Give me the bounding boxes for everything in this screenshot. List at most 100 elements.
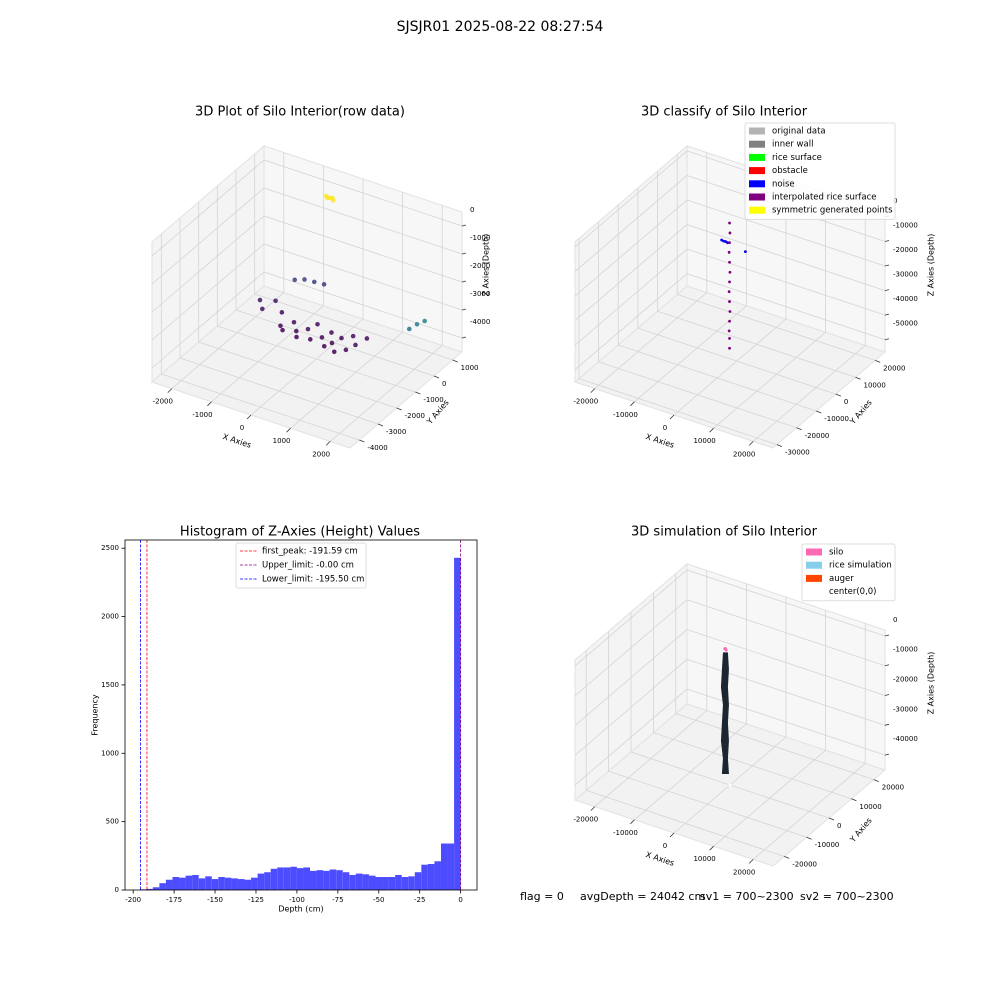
y-tick-label: -30000 bbox=[785, 449, 810, 457]
y-tick bbox=[784, 856, 790, 859]
grid-line bbox=[574, 688, 688, 786]
z-tick bbox=[884, 664, 890, 667]
grid-line bbox=[618, 344, 817, 412]
grid-line bbox=[673, 318, 787, 416]
x-tick-label: 10000 bbox=[693, 855, 715, 863]
x-tick-label: 20000 bbox=[733, 868, 755, 876]
y-tick-label: 1000 bbox=[461, 364, 479, 372]
point bbox=[291, 319, 297, 325]
x-tick-label: -50 bbox=[373, 896, 384, 904]
x-tick bbox=[630, 401, 635, 407]
grid-line bbox=[657, 310, 856, 378]
y-axis-label: Y Axies bbox=[848, 398, 874, 427]
y-tick-label: 2500 bbox=[101, 544, 119, 552]
bar bbox=[388, 877, 396, 890]
grid-line bbox=[179, 357, 379, 425]
z-tick-label: -4000 bbox=[470, 318, 490, 326]
y-tick bbox=[806, 836, 812, 840]
grid-line bbox=[653, 732, 852, 800]
point bbox=[307, 337, 313, 342]
grid-line bbox=[574, 273, 688, 371]
point bbox=[727, 329, 731, 333]
z-tick bbox=[461, 252, 467, 255]
bar bbox=[264, 872, 271, 890]
legend-swatch bbox=[749, 140, 765, 148]
point bbox=[723, 647, 727, 651]
grid-line bbox=[211, 305, 324, 403]
y-tick bbox=[835, 393, 842, 397]
bar bbox=[244, 879, 252, 890]
legend-box bbox=[801, 543, 896, 602]
y-tick bbox=[377, 423, 384, 427]
point bbox=[311, 279, 317, 285]
x-tick bbox=[207, 401, 212, 407]
bar bbox=[427, 864, 435, 890]
y-tick-label: -4000 bbox=[367, 444, 387, 452]
point bbox=[260, 306, 265, 312]
bar bbox=[440, 843, 448, 890]
point bbox=[728, 241, 731, 245]
bar bbox=[159, 883, 166, 890]
y-tick bbox=[396, 407, 402, 411]
bar bbox=[447, 843, 455, 890]
point bbox=[302, 277, 307, 282]
grid-line bbox=[217, 325, 416, 393]
bar bbox=[414, 872, 422, 890]
y-tick-label: 0 bbox=[844, 398, 848, 406]
z-tick bbox=[461, 280, 467, 283]
grid-line bbox=[151, 187, 265, 285]
bar bbox=[454, 557, 461, 890]
x-tick-label: -10000 bbox=[613, 829, 638, 837]
x-tick-label: -200 bbox=[125, 896, 141, 904]
x-tick-label: 10000 bbox=[693, 437, 715, 445]
point bbox=[294, 328, 299, 334]
point bbox=[727, 250, 731, 254]
grid-line bbox=[263, 271, 463, 339]
bar bbox=[198, 878, 206, 890]
legend-label: original data bbox=[772, 127, 826, 137]
grid-line bbox=[198, 341, 397, 409]
x-tick bbox=[709, 427, 714, 433]
grid-line bbox=[752, 345, 866, 442]
bar bbox=[336, 870, 343, 890]
z-tick-label: -20000 bbox=[893, 676, 918, 684]
legend-box bbox=[744, 122, 896, 220]
grid-line bbox=[574, 175, 688, 272]
x-tick bbox=[669, 832, 675, 838]
bar bbox=[277, 867, 284, 890]
legend-label: first_peak: -191.59 cm bbox=[262, 547, 358, 557]
y-tick bbox=[851, 798, 857, 802]
y-tick-label: 1500 bbox=[101, 681, 119, 689]
x-tick-label: -1000 bbox=[192, 411, 212, 419]
x-tick-label: -20000 bbox=[573, 816, 598, 824]
grid-line bbox=[677, 294, 876, 361]
grid-line bbox=[254, 293, 453, 361]
z-tick-label: -50000 bbox=[893, 320, 918, 328]
legend-label: silo bbox=[829, 548, 843, 558]
grid-line bbox=[675, 713, 874, 780]
x-tick-label: -175 bbox=[166, 896, 182, 904]
z-tick bbox=[884, 634, 890, 637]
legend-swatch bbox=[806, 548, 822, 556]
legend-swatch bbox=[749, 193, 765, 201]
z-tick-label: -1000 bbox=[470, 234, 490, 242]
y-tick-label: 0 bbox=[837, 822, 841, 830]
bar bbox=[179, 877, 186, 890]
footer-text: sv2 = 700~2300 bbox=[800, 890, 894, 903]
point bbox=[257, 297, 263, 303]
y-tick-label: -2000 bbox=[405, 412, 425, 420]
legend-label: interpolated rice surface bbox=[772, 193, 877, 203]
bar bbox=[231, 878, 238, 890]
point bbox=[305, 326, 311, 332]
chart-title: 3D classify of Silo Interior bbox=[641, 105, 808, 120]
y-tick bbox=[415, 391, 421, 395]
grid-line bbox=[250, 318, 364, 416]
y-tick bbox=[452, 359, 458, 363]
bar bbox=[329, 869, 337, 890]
bar bbox=[185, 875, 193, 890]
x-tick bbox=[325, 441, 331, 446]
z-tick bbox=[884, 289, 890, 291]
z-tick-label: -10000 bbox=[893, 221, 918, 229]
y-tick-label: 10000 bbox=[859, 803, 881, 811]
point bbox=[726, 241, 729, 245]
